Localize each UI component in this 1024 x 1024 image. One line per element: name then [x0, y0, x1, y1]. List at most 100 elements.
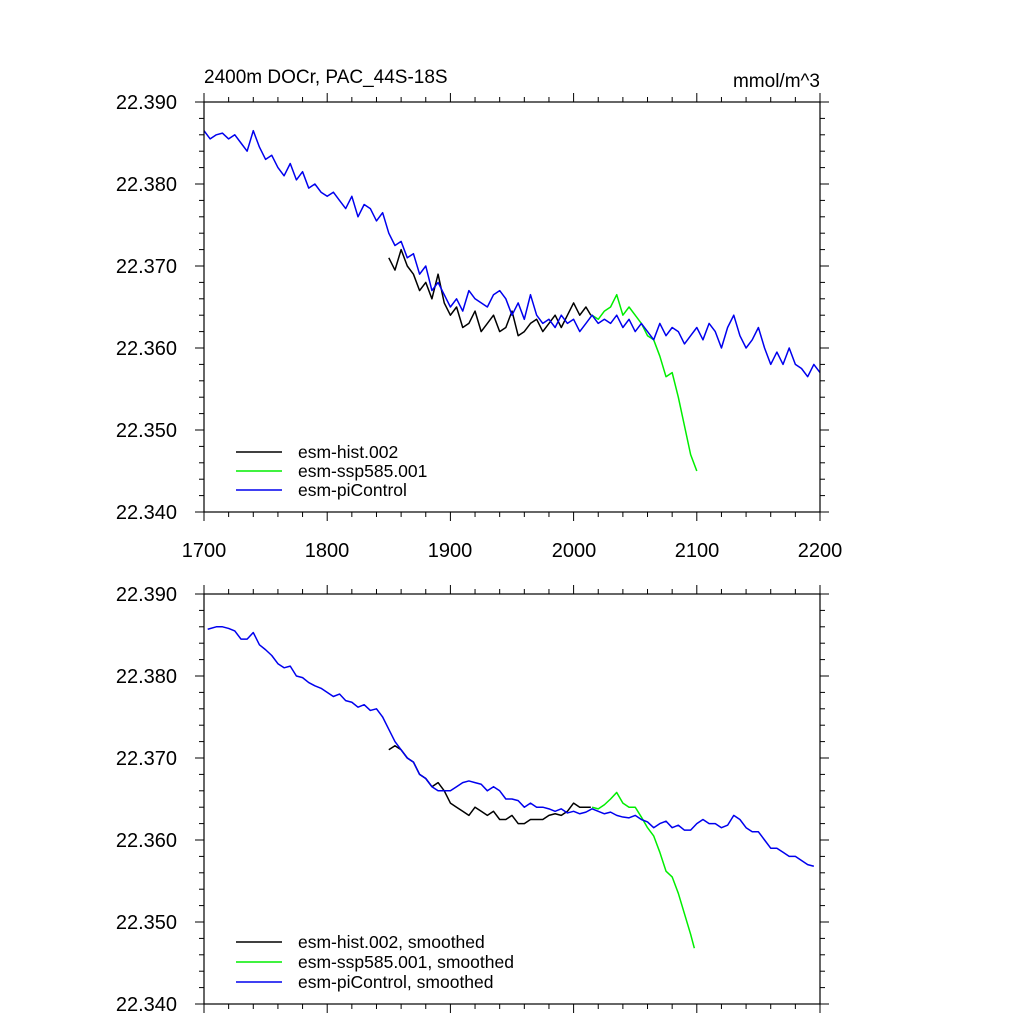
data-point: [739, 819, 741, 821]
data-point: [314, 685, 316, 687]
series-line-esm-ssp585-001: [591, 293, 698, 472]
data-point: [222, 132, 224, 134]
data-point: [714, 331, 716, 333]
data-point: [505, 298, 507, 300]
data-point: [468, 780, 470, 782]
data-point: [333, 696, 335, 698]
data-point: [443, 302, 445, 304]
data-point: [721, 827, 723, 829]
data-point: [585, 806, 587, 808]
data-point: [499, 290, 501, 292]
data-point: [493, 314, 495, 316]
data-point: [209, 138, 211, 140]
data-point: [517, 302, 519, 304]
data-point: [207, 628, 209, 630]
data-point: [694, 947, 696, 949]
data-point: [727, 327, 729, 329]
data-point: [610, 811, 612, 813]
data-point: [807, 376, 809, 378]
data-point: [591, 806, 593, 808]
data-point: [450, 306, 452, 308]
data-point: [647, 331, 649, 333]
data-point: [456, 306, 458, 308]
data-point: [628, 806, 630, 808]
data-point: [696, 327, 698, 329]
data-point: [542, 806, 544, 808]
data-point: [665, 820, 667, 822]
data-point: [634, 806, 636, 808]
data-point: [456, 806, 458, 808]
data-point: [474, 806, 476, 808]
data-point: [419, 273, 421, 275]
x-tick-label: 2100: [675, 540, 720, 562]
data-point: [339, 200, 341, 202]
data-point: [542, 323, 544, 325]
data-point: [567, 323, 569, 325]
y-tick-label: 22.350: [116, 912, 177, 934]
data-point: [634, 314, 636, 316]
data-point: [517, 335, 519, 337]
plot-frame: [203, 593, 821, 1005]
data-point: [634, 815, 636, 817]
data-point: [400, 749, 402, 751]
data-point: [511, 798, 513, 800]
data-point: [320, 688, 322, 690]
data-point: [678, 396, 680, 398]
data-point: [530, 323, 532, 325]
data-point: [524, 806, 526, 808]
y-tick-label: 22.340: [116, 502, 177, 524]
data-point: [671, 372, 673, 374]
data-point: [487, 790, 489, 792]
data-point: [456, 786, 458, 788]
data-point: [548, 815, 550, 817]
data-point: [474, 782, 476, 784]
data-point: [536, 806, 538, 808]
data-point: [622, 816, 624, 818]
data-point: [628, 319, 630, 321]
data-point: [259, 644, 261, 646]
data-point: [813, 865, 815, 867]
data-point: [524, 319, 526, 321]
data-point: [671, 827, 673, 829]
data-point: [302, 171, 304, 173]
data-point: [579, 813, 581, 815]
data-point: [659, 852, 661, 854]
data-point: [289, 665, 291, 667]
y-tick-labels: 22.340 22.350 22.360 22.370 22.380 22.39…: [116, 92, 177, 524]
data-point: [480, 331, 482, 333]
data-point: [671, 327, 673, 329]
data-point: [394, 741, 396, 743]
y-tick-label: 22.390: [116, 92, 177, 114]
data-point: [339, 693, 341, 695]
data-point: [382, 716, 384, 718]
data-point: [647, 821, 649, 823]
data-point: [406, 265, 408, 267]
data-point: [554, 327, 556, 329]
data-point: [499, 790, 501, 792]
data-point: [542, 331, 544, 333]
data-point: [690, 829, 692, 831]
data-point: [585, 323, 587, 325]
y-tick-label: 22.380: [116, 666, 177, 688]
data-point: [597, 808, 599, 810]
data-point: [684, 913, 686, 915]
data-point: [659, 323, 661, 325]
data-point: [548, 323, 550, 325]
legend-label-picontrol: esm-piControl: [298, 480, 407, 500]
data-point: [542, 819, 544, 821]
data-point: [745, 347, 747, 349]
x-tick-label: 2200: [798, 540, 843, 562]
data-point: [283, 175, 285, 177]
data-point: [751, 831, 753, 833]
y-tick-label: 22.390: [116, 584, 177, 606]
data-point: [604, 804, 606, 806]
data-point: [431, 298, 433, 300]
axis-ticks: [195, 93, 829, 521]
data-point: [554, 813, 556, 815]
data-point: [320, 191, 322, 193]
data-point: [468, 290, 470, 292]
data-point: [302, 677, 304, 679]
data-point: [388, 749, 390, 751]
data-point: [733, 314, 735, 316]
